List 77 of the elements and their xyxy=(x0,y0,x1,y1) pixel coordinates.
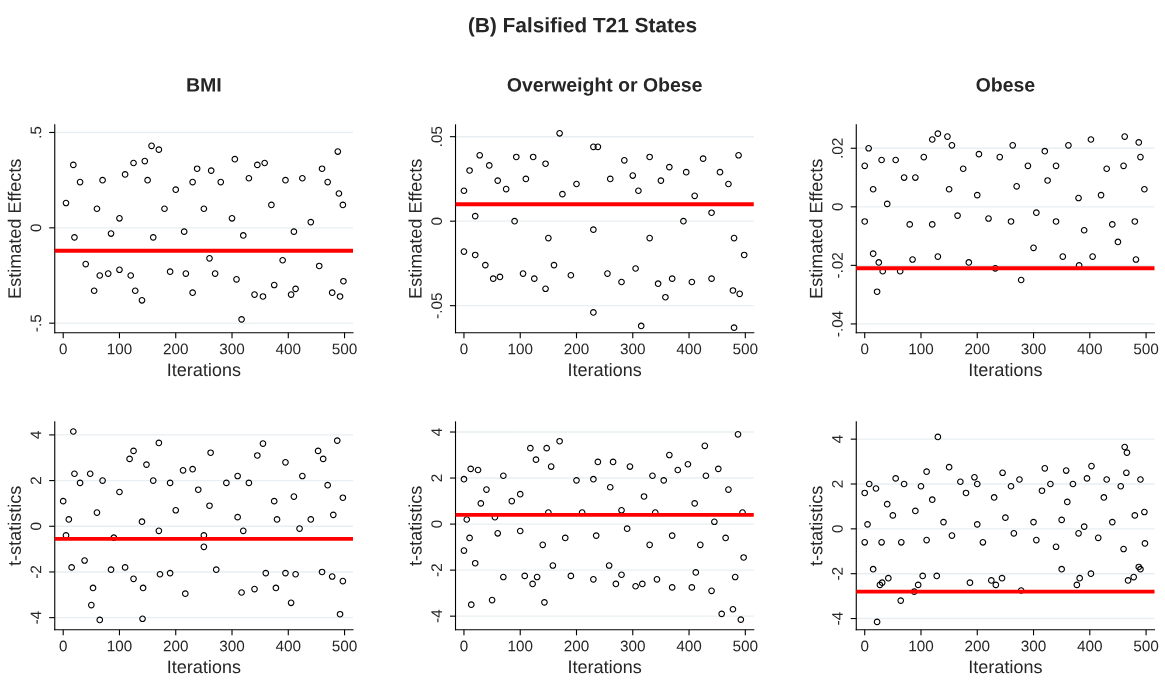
y-tick-label: 4 xyxy=(431,428,442,436)
x-tick-label: 400 xyxy=(1077,343,1102,355)
x-axis-title: Iterations xyxy=(569,362,642,377)
y-tick-label: .5 xyxy=(30,126,42,138)
x-axis-title: Iterations xyxy=(168,659,241,674)
text: (B) Falsified T21 States xyxy=(468,17,697,37)
x-tick-label: 500 xyxy=(733,343,758,355)
y-tick-label: 0 xyxy=(30,224,42,232)
x-tick-label: 300 xyxy=(219,343,245,355)
y-tick-label: 4 xyxy=(832,435,843,444)
y-tick-label: -2 xyxy=(30,565,42,579)
x-tick-label: 500 xyxy=(1133,343,1159,355)
y-tick-label: -.04 xyxy=(832,311,843,337)
x-tick-label: 200 xyxy=(163,640,188,652)
x-tick-label: 200 xyxy=(965,640,990,652)
x-tick-label: 100 xyxy=(909,343,934,355)
x-tick-label: 100 xyxy=(107,640,132,652)
x-axis-title: Iterations xyxy=(969,362,1042,377)
x-tick-label: 300 xyxy=(620,343,645,355)
x-tick-label: 200 xyxy=(564,640,589,652)
x-tick-label: 300 xyxy=(219,640,245,652)
y-tick-label: -4 xyxy=(431,609,442,623)
x-tick-label: 0 xyxy=(861,640,869,652)
x-tick-label: 0 xyxy=(861,343,869,355)
chart-title: Obese xyxy=(976,77,1035,92)
y-tick-label: 2 xyxy=(431,474,442,482)
x-tick-label: 100 xyxy=(107,343,132,355)
y-tick-label: -2 xyxy=(832,567,843,580)
x-tick-label: 400 xyxy=(676,343,702,355)
y-tick-label: -.5 xyxy=(30,314,42,332)
x-tick-label: 100 xyxy=(508,343,533,355)
x-tick-label: 500 xyxy=(332,640,357,652)
x-tick-label: 200 xyxy=(965,343,990,355)
y-tick-label: -2 xyxy=(431,564,442,577)
x-tick-label: 500 xyxy=(733,640,758,652)
y-tick-label: .02 xyxy=(832,138,843,158)
chart-title: Overweight or Obese xyxy=(507,77,702,96)
y-tick-label: -4 xyxy=(30,611,42,624)
x-tick-label: 0 xyxy=(59,640,67,652)
x-tick-label: 200 xyxy=(163,343,188,355)
x-axis-title: Iterations xyxy=(569,659,642,674)
y-axis-title: Estimated Effects xyxy=(809,159,823,298)
x-tick-label: 500 xyxy=(1133,640,1159,652)
y-tick-label: 0 xyxy=(832,525,843,533)
x-tick-label: 100 xyxy=(508,640,533,652)
x-tick-label: 300 xyxy=(1021,343,1046,355)
y-tick-label: 2 xyxy=(30,477,42,485)
y-axis-title: Estimated Effects xyxy=(408,159,422,298)
y-tick-label: 4 xyxy=(30,431,42,439)
y-tick-label: 0 xyxy=(431,520,443,528)
y-axis-title: t-statistics xyxy=(7,486,21,566)
x-axis-title: Iterations xyxy=(969,659,1042,674)
x-tick-label: 400 xyxy=(275,343,301,355)
y-tick-label: -.05 xyxy=(431,293,443,319)
chart-title: BMI xyxy=(187,78,221,92)
y-tick-label: 0 xyxy=(30,522,42,530)
y-tick-label: 0 xyxy=(832,203,843,211)
y-axis-title: t-statistics xyxy=(809,486,823,566)
x-tick-label: 100 xyxy=(909,640,934,652)
x-tick-label: 0 xyxy=(460,640,468,652)
y-tick-label: -.02 xyxy=(832,252,843,278)
x-tick-label: 300 xyxy=(1021,640,1046,652)
x-tick-label: 200 xyxy=(564,343,589,355)
y-tick-label: -4 xyxy=(832,612,843,625)
y-tick-label: 2 xyxy=(832,480,843,488)
x-tick-label: 300 xyxy=(620,640,645,652)
y-axis-title: Estimated Effects xyxy=(7,159,21,298)
y-tick-label: .05 xyxy=(431,126,443,146)
x-tick-label: 0 xyxy=(460,343,468,355)
x-tick-label: 400 xyxy=(676,640,702,652)
x-tick-label: 500 xyxy=(332,343,357,355)
y-tick-label: 0 xyxy=(431,217,443,225)
y-axis-title: t-statistics xyxy=(408,486,422,566)
x-tick-label: 400 xyxy=(1077,640,1102,652)
x-tick-label: 400 xyxy=(275,640,301,652)
x-tick-label: 0 xyxy=(59,343,67,355)
x-axis-title: Iterations xyxy=(168,362,241,377)
